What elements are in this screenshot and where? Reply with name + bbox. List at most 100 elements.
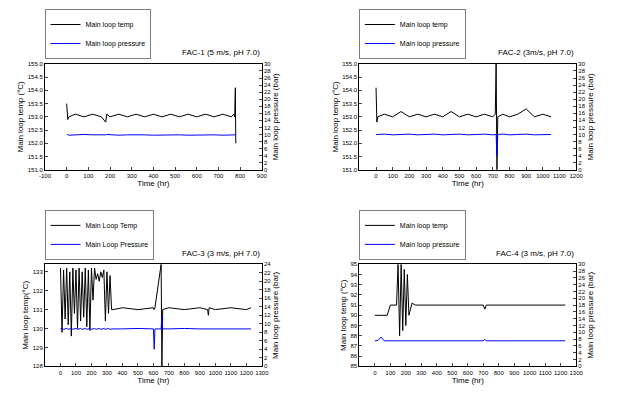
svg-text:1300: 1300 (255, 370, 269, 376)
svg-text:14: 14 (578, 316, 585, 322)
svg-text:20: 20 (264, 96, 271, 102)
svg-text:130: 130 (33, 326, 44, 332)
svg-text:0: 0 (59, 370, 63, 376)
svg-text:16: 16 (578, 110, 585, 116)
svg-text:18: 18 (264, 287, 271, 293)
svg-text:132: 132 (33, 288, 44, 294)
svg-text:100: 100 (71, 370, 82, 376)
svg-text:Main loop pressure (bar): Main loop pressure (bar) (586, 73, 595, 160)
svg-text:600: 600 (148, 370, 159, 376)
svg-text:18: 18 (578, 103, 585, 109)
svg-text:2: 2 (264, 355, 268, 361)
svg-text:700: 700 (488, 173, 499, 179)
svg-text:4: 4 (578, 153, 582, 159)
svg-text:0: 0 (578, 363, 582, 369)
svg-text:154.0: 154.0 (28, 87, 44, 93)
svg-text:90: 90 (350, 312, 357, 318)
svg-text:12: 12 (578, 125, 585, 131)
svg-text:Main loop pressure (bar): Main loop pressure (bar) (271, 271, 280, 358)
svg-text:28: 28 (264, 68, 271, 74)
svg-text:26: 26 (578, 275, 585, 281)
svg-text:Time (hr): Time (hr) (137, 179, 169, 188)
svg-text:152.0: 152.0 (28, 140, 44, 146)
svg-text:FAC-4 (3 m/s, pH 7.0): FAC-4 (3 m/s, pH 7.0) (496, 249, 574, 258)
svg-text:26: 26 (264, 75, 271, 81)
svg-text:154.0: 154.0 (342, 87, 358, 93)
svg-text:6: 6 (578, 146, 582, 152)
svg-text:20: 20 (578, 96, 585, 102)
svg-text:100: 100 (83, 173, 94, 179)
svg-text:700: 700 (213, 173, 224, 179)
svg-text:1100: 1100 (539, 370, 553, 376)
svg-text:Main Loop Pressure: Main Loop Pressure (86, 241, 149, 249)
svg-text:16: 16 (264, 295, 271, 301)
svg-text:131: 131 (33, 307, 44, 313)
svg-text:20: 20 (264, 278, 271, 284)
svg-text:900: 900 (257, 173, 268, 179)
svg-text:22: 22 (578, 289, 585, 295)
svg-text:300: 300 (416, 370, 427, 376)
svg-text:24: 24 (264, 82, 271, 88)
svg-text:30: 30 (578, 261, 585, 267)
svg-text:8: 8 (578, 336, 582, 342)
svg-text:10: 10 (578, 132, 585, 138)
svg-text:Main loop temp (°C): Main loop temp (°C) (16, 81, 25, 153)
svg-text:18: 18 (264, 103, 271, 109)
svg-text:18: 18 (578, 302, 585, 308)
svg-text:155.0: 155.0 (342, 61, 358, 67)
svg-text:300: 300 (421, 173, 432, 179)
svg-text:Main loop temp: Main loop temp (400, 21, 448, 29)
svg-text:1000: 1000 (536, 173, 550, 179)
svg-text:500: 500 (454, 173, 465, 179)
svg-text:1100: 1100 (224, 370, 238, 376)
svg-text:6: 6 (264, 338, 268, 344)
svg-text:2: 2 (264, 160, 268, 166)
svg-text:Main loop temp(°C): Main loop temp(°C) (21, 280, 30, 349)
svg-text:400: 400 (438, 173, 449, 179)
svg-text:1000: 1000 (209, 370, 223, 376)
svg-text:12: 12 (264, 125, 271, 131)
svg-text:600: 600 (463, 370, 474, 376)
svg-text:89: 89 (350, 323, 357, 329)
svg-text:10: 10 (578, 329, 585, 335)
svg-text:151.0: 151.0 (28, 167, 44, 173)
svg-text:800: 800 (494, 370, 505, 376)
svg-text:Main loop temp (°C): Main loop temp (°C) (339, 279, 348, 351)
svg-text:300: 300 (102, 370, 113, 376)
svg-text:16: 16 (578, 309, 585, 315)
svg-text:6: 6 (264, 146, 268, 152)
svg-text:24: 24 (578, 82, 585, 88)
svg-text:900: 900 (509, 370, 520, 376)
svg-text:12: 12 (264, 312, 271, 318)
svg-text:FAC-1 (5 m/s, pH 7.0): FAC-1 (5 m/s, pH 7.0) (182, 48, 260, 57)
svg-text:22: 22 (264, 270, 271, 276)
svg-text:30: 30 (264, 61, 271, 67)
svg-text:1000: 1000 (523, 370, 537, 376)
svg-text:14: 14 (578, 117, 585, 123)
svg-text:Main loop temp: Main loop temp (400, 222, 448, 230)
svg-text:26: 26 (578, 75, 585, 81)
svg-text:22: 22 (578, 89, 585, 95)
svg-text:151.5: 151.5 (28, 154, 44, 160)
svg-text:Time (hr): Time (hr) (452, 376, 484, 385)
svg-text:1200: 1200 (240, 370, 254, 376)
svg-text:0: 0 (264, 167, 268, 173)
svg-text:800: 800 (179, 370, 190, 376)
svg-text:500: 500 (133, 370, 144, 376)
svg-text:6: 6 (578, 343, 582, 349)
svg-text:28: 28 (578, 268, 585, 274)
svg-text:2: 2 (578, 160, 582, 166)
svg-text:8: 8 (264, 139, 268, 145)
svg-text:95: 95 (350, 261, 357, 267)
svg-text:0: 0 (264, 363, 268, 369)
svg-text:1300: 1300 (569, 370, 583, 376)
svg-text:128: 128 (33, 363, 44, 369)
svg-text:Main loop pressure (bar): Main loop pressure (bar) (586, 271, 595, 358)
svg-text:85: 85 (350, 363, 357, 369)
svg-text:Time (hr): Time (hr) (137, 376, 169, 385)
svg-text:600: 600 (471, 173, 482, 179)
svg-text:400: 400 (432, 370, 443, 376)
svg-text:200: 200 (404, 173, 415, 179)
svg-text:153.0: 153.0 (28, 114, 44, 120)
svg-text:900: 900 (521, 173, 532, 179)
